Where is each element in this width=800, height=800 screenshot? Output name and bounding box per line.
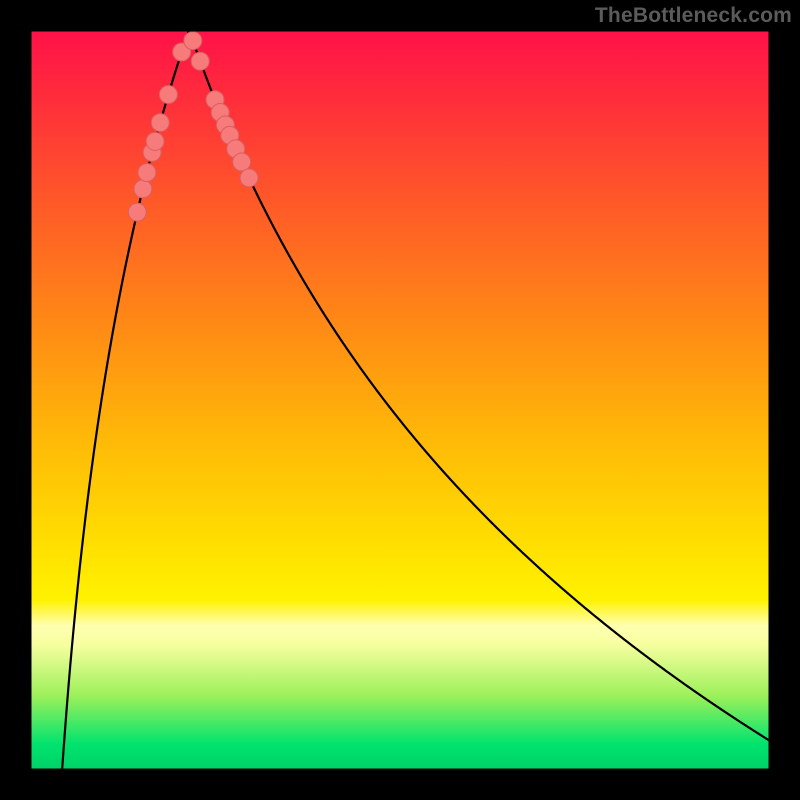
curve-marker — [240, 169, 258, 187]
curve-marker — [151, 114, 169, 132]
curve-marker — [184, 32, 202, 50]
watermark-text: TheBottleneck.com — [595, 4, 792, 28]
curve-marker — [146, 132, 164, 150]
chart-svg — [0, 0, 800, 800]
curve-marker — [233, 153, 251, 171]
curve-marker — [159, 86, 177, 104]
curve-marker — [134, 180, 152, 198]
curve-marker — [191, 52, 209, 70]
gradient-panel — [30, 30, 770, 770]
chart-container: TheBottleneck.com — [0, 0, 800, 800]
curve-marker — [138, 163, 156, 181]
curve-marker — [128, 203, 146, 221]
